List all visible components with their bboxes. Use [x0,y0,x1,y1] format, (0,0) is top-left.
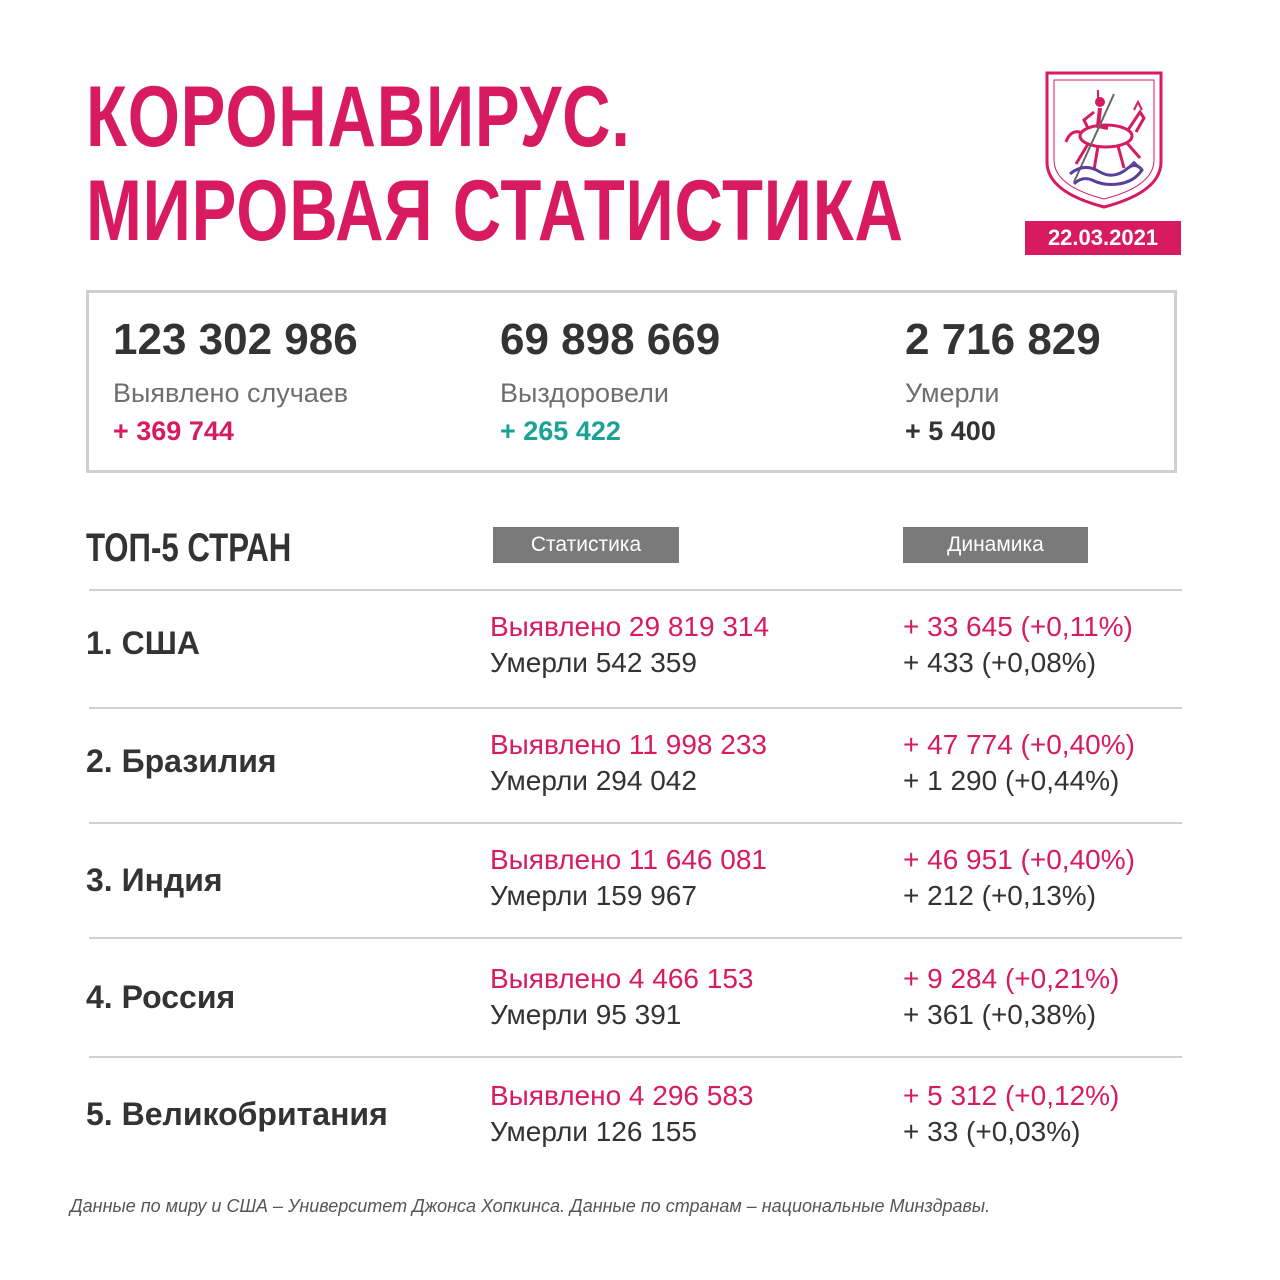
table-row: 5. Великобритания Выявлено 4 296 583 Уме… [0,1056,1280,1174]
recovered-label: Выздоровели [500,378,670,408]
moscow-coat-of-arms-icon [1045,71,1163,209]
recovered-total: 69 898 669 [500,315,721,364]
country-cases-delta: + 46 951 (+0,40%) [903,844,1135,875]
country-name: 1. США [86,625,200,661]
country-cases: Выявлено 29 819 314 [490,611,770,642]
country-name: 3. Индия [86,862,223,898]
country-cases: Выявлено 11 646 081 [490,844,767,875]
country-name: 5. Великобритания [86,1096,388,1132]
column-header-statistics: Статистика [493,527,679,563]
country-cases: Выявлено 4 466 153 [490,963,754,994]
deaths-delta: + 5 400 [905,416,996,446]
row-divider [89,589,1182,591]
country-cases: Выявлено 11 998 233 [490,729,767,760]
title-line-2: МИРОВАЯ СТАТИСТИКА [86,163,904,259]
country-deaths-delta: + 1 290 (+0,44%) [903,765,1120,796]
country-deaths: Умерли 126 155 [490,1116,697,1147]
country-cases-delta: + 47 774 (+0,40%) [903,729,1135,760]
country-name: 4. Россия [86,979,236,1015]
country-deaths-delta: + 433 (+0,08%) [903,647,1097,678]
deaths-total: 2 716 829 [905,315,1101,364]
top5-heading: ТОП-5 СТРАН [86,526,292,570]
cases-label: Выявлено случаев [113,378,349,408]
summary-recovered: 69 898 669 Выздоровели + 265 422 [500,313,720,447]
column-header-dynamics: Динамика [903,527,1088,563]
country-name: 2. Бразилия [86,743,277,779]
country-cases: Выявлено 4 296 583 [490,1080,754,1111]
country-deaths: Умерли 294 042 [490,765,697,796]
recovered-delta: + 265 422 [500,416,621,446]
source-footnote: Данные по миру и США – Университет Джонс… [70,1196,991,1216]
world-summary-box: 123 302 986 Выявлено случаев + 369 744 6… [86,290,1177,473]
row-divider [89,937,1182,939]
country-cases-delta: + 5 312 (+0,12%) [903,1080,1120,1111]
summary-cases: 123 302 986 Выявлено случаев + 369 744 [113,313,358,447]
row-divider [89,707,1182,709]
row-divider [89,1056,1182,1058]
country-deaths: Умерли 542 359 [490,647,697,678]
summary-deaths: 2 716 829 Умерли + 5 400 [905,313,1101,447]
date-badge: 22.03.2021 [1025,221,1181,255]
country-deaths-delta: + 212 (+0,13%) [903,880,1097,911]
table-row: 2. Бразилия Выявлено 11 998 233 Умерли 2… [0,707,1280,825]
cases-total: 123 302 986 [113,315,358,364]
country-deaths: Умерли 159 967 [490,880,697,911]
table-row: 4. Россия Выявлено 4 466 153 Умерли 95 3… [0,937,1280,1055]
table-row: 1. США Выявлено 29 819 314 Умерли 542 35… [0,589,1280,707]
country-deaths-delta: + 33 (+0,03%) [903,1116,1081,1147]
cases-delta: + 369 744 [113,416,234,446]
deaths-label: Умерли [905,378,1000,408]
country-cases-delta: + 9 284 (+0,21%) [903,963,1120,994]
row-divider [89,822,1182,824]
country-deaths-delta: + 361 (+0,38%) [903,999,1097,1030]
country-deaths: Умерли 95 391 [490,999,682,1030]
page-title: КОРОНАВИРУС. МИРОВАЯ СТАТИСТИКА [86,70,904,258]
table-row: 3. Индия Выявлено 11 646 081 Умерли 159 … [0,822,1280,940]
title-line-1: КОРОНАВИРУС. [86,69,631,165]
country-cases-delta: + 33 645 (+0,11%) [903,611,1133,642]
